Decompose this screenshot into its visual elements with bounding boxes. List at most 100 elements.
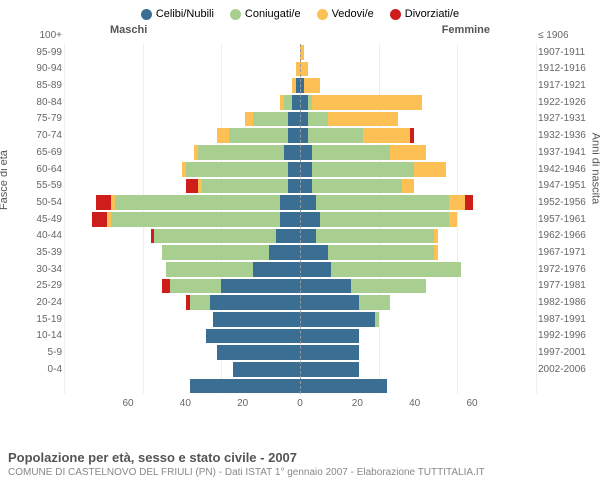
bar-segment bbox=[217, 128, 229, 143]
year-label: 1922-1926 bbox=[538, 95, 598, 112]
bar-female bbox=[300, 362, 536, 377]
bar-segment bbox=[300, 212, 320, 227]
bar-female bbox=[300, 95, 536, 110]
age-axis: 100+95-9990-9485-8980-8475-7970-7465-696… bbox=[2, 28, 62, 420]
bar-segment bbox=[190, 379, 300, 394]
bar-male bbox=[64, 78, 300, 93]
bar-female bbox=[300, 295, 536, 310]
age-label: 85-89 bbox=[2, 78, 62, 95]
bar-segment bbox=[359, 295, 390, 310]
legend-label: Coniugati/e bbox=[245, 8, 301, 20]
bar-segment bbox=[288, 162, 300, 177]
age-label: 5-9 bbox=[2, 345, 62, 362]
bar-segment bbox=[229, 128, 288, 143]
bar-segment bbox=[410, 128, 414, 143]
bar-male bbox=[64, 245, 300, 260]
legend-swatch bbox=[230, 9, 241, 20]
bar-segment bbox=[300, 295, 359, 310]
year-label: 1967-1971 bbox=[538, 245, 598, 262]
bar-segment bbox=[253, 112, 288, 127]
legend-item: Divorziati/e bbox=[390, 8, 459, 20]
bar-male bbox=[64, 112, 300, 127]
legend-item: Vedovi/e bbox=[317, 8, 374, 20]
bar-segment bbox=[328, 245, 434, 260]
x-tick: 0 bbox=[297, 398, 303, 409]
legend-swatch bbox=[317, 9, 328, 20]
bar-segment bbox=[111, 212, 280, 227]
age-label: 65-69 bbox=[2, 145, 62, 162]
bar-segment bbox=[162, 245, 268, 260]
bar-male bbox=[64, 212, 300, 227]
bar-segment bbox=[328, 112, 399, 127]
bar-segment bbox=[190, 295, 210, 310]
age-label: 55-59 bbox=[2, 178, 62, 195]
bar-segment bbox=[170, 279, 221, 294]
bar-segment bbox=[300, 245, 328, 260]
bar-segment bbox=[449, 195, 465, 210]
bar-segment bbox=[351, 279, 426, 294]
year-label: 1937-1941 bbox=[538, 145, 598, 162]
bar-segment bbox=[288, 128, 300, 143]
bar-segment bbox=[375, 312, 379, 327]
bar-segment bbox=[217, 345, 300, 360]
year-label: 1917-1921 bbox=[538, 78, 598, 95]
bar-segment bbox=[331, 262, 461, 277]
bar-female bbox=[300, 245, 536, 260]
center-axis bbox=[300, 44, 301, 394]
bar-female bbox=[300, 145, 536, 160]
bar-segment bbox=[300, 145, 312, 160]
population-pyramid-chart: Maschi Femmine Fasce di età Anni di nasc… bbox=[0, 24, 600, 444]
bar-segment bbox=[402, 179, 414, 194]
year-label: 1927-1931 bbox=[538, 111, 598, 128]
bar-segment bbox=[390, 145, 425, 160]
bar-male bbox=[64, 128, 300, 143]
bar-segment bbox=[92, 212, 108, 227]
age-label: 90-94 bbox=[2, 61, 62, 78]
legend-label: Divorziati/e bbox=[405, 8, 459, 20]
bar-segment bbox=[434, 245, 438, 260]
bar-segment bbox=[202, 179, 289, 194]
year-label: ≤ 1906 bbox=[538, 28, 598, 45]
footer-title: Popolazione per età, sesso e stato civil… bbox=[8, 450, 592, 465]
bar-segment bbox=[206, 329, 300, 344]
bar-female bbox=[300, 62, 536, 77]
age-label: 80-84 bbox=[2, 95, 62, 112]
bar-male bbox=[64, 62, 300, 77]
bar-female bbox=[300, 379, 536, 394]
bar-segment bbox=[449, 212, 457, 227]
birth-year-axis: ≤ 19061907-19111912-19161917-19211922-19… bbox=[538, 28, 598, 420]
bar-segment bbox=[186, 179, 198, 194]
x-tick: 20 bbox=[237, 398, 248, 409]
bar-male bbox=[64, 279, 300, 294]
bar-segment bbox=[316, 229, 434, 244]
bar-male bbox=[64, 145, 300, 160]
year-label: 1972-1976 bbox=[538, 262, 598, 279]
bar-female bbox=[300, 45, 536, 60]
bar-female bbox=[300, 162, 536, 177]
bar-segment bbox=[300, 62, 308, 77]
bar-female bbox=[300, 279, 536, 294]
bar-segment bbox=[312, 162, 414, 177]
year-label: 1952-1956 bbox=[538, 195, 598, 212]
bar-segment bbox=[233, 362, 300, 377]
bar-segment bbox=[414, 162, 445, 177]
year-label: 1942-1946 bbox=[538, 162, 598, 179]
bar-segment bbox=[221, 279, 300, 294]
year-label: 1987-1991 bbox=[538, 312, 598, 329]
bar-segment bbox=[465, 195, 473, 210]
bar-female bbox=[300, 262, 536, 277]
bar-segment bbox=[280, 212, 300, 227]
bar-segment bbox=[312, 145, 391, 160]
bar-segment bbox=[312, 179, 402, 194]
bar-segment bbox=[96, 195, 112, 210]
bar-segment bbox=[198, 145, 285, 160]
age-label: 35-39 bbox=[2, 245, 62, 262]
bar-female bbox=[300, 128, 536, 143]
age-label: 75-79 bbox=[2, 111, 62, 128]
bar-segment bbox=[300, 95, 308, 110]
x-tick: 60 bbox=[122, 398, 133, 409]
year-label: 1962-1966 bbox=[538, 228, 598, 245]
year-label: 1982-1986 bbox=[538, 295, 598, 312]
year-label: 1992-1996 bbox=[538, 328, 598, 345]
legend-swatch bbox=[141, 9, 152, 20]
